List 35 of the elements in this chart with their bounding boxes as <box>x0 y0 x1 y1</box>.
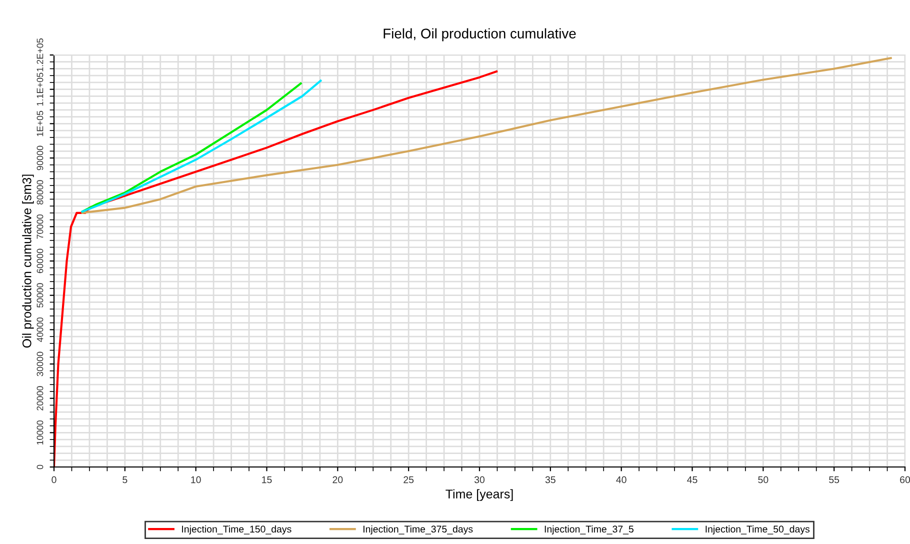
y-tick-label: 40000 <box>36 317 44 342</box>
legend-label: Injection_Time_375_days <box>364 525 473 534</box>
x-tick-label: 20 <box>332 476 343 484</box>
legend-label: Injection_Time_37_5 <box>544 525 634 534</box>
x-tick-label: 50 <box>758 476 768 484</box>
x-axis-title: Time [years] <box>446 489 513 501</box>
x-tick-label: 15 <box>262 476 272 484</box>
x-tick-label: 0 <box>52 476 56 484</box>
y-tick-label: 90000 <box>36 146 44 170</box>
legend-label: Injection_Time_50_days <box>706 525 810 534</box>
x-tick-label: 10 <box>191 476 201 484</box>
line-series <box>81 57 892 214</box>
y-tick-label: 1E+05 <box>36 110 44 136</box>
x-tick-label: 25 <box>404 476 414 484</box>
line-series <box>54 70 498 467</box>
chart-title: Field, Oil production cumulative <box>384 28 576 42</box>
x-tick-label: 40 <box>616 476 626 484</box>
legend-label: Injection_Time_150_days <box>182 525 292 534</box>
y-tick-label: 1.2E+05 <box>36 38 44 72</box>
x-tick-label: 30 <box>474 476 485 484</box>
y-axis-title: Oil production cumulative [sm3] <box>22 174 34 348</box>
x-tick-label: 60 <box>900 476 910 484</box>
x-tick-label: 45 <box>687 476 698 484</box>
x-tick-label: 5 <box>122 476 128 484</box>
y-tick-label: 70000 <box>36 214 44 239</box>
y-tick-label: 20000 <box>36 386 44 410</box>
y-tick-label: 1.1E+05 <box>36 72 44 106</box>
y-tick-label: 60000 <box>36 248 44 274</box>
y-tick-label: 30000 <box>36 352 44 376</box>
x-tick-label: 55 <box>829 476 840 484</box>
y-tick-label: 80000 <box>36 180 44 204</box>
y-tick-label: 0 <box>36 464 44 470</box>
y-tick-label: 50000 <box>36 283 44 308</box>
x-tick-label: 35 <box>545 476 556 484</box>
y-tick-label: 10000 <box>36 420 44 445</box>
